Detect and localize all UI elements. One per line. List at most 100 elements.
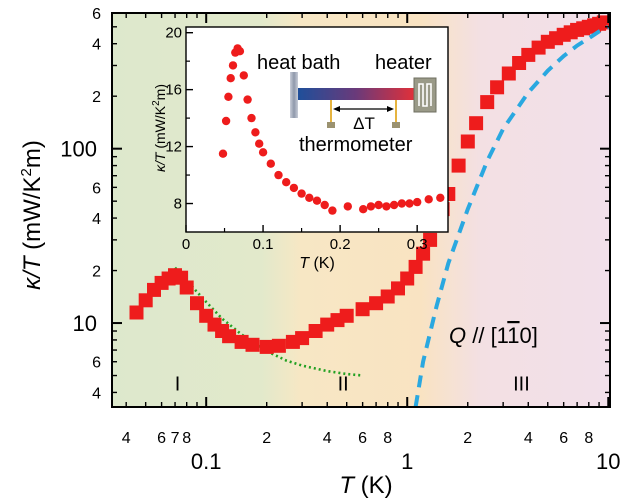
inset-x-tick-label: 0.2 — [330, 236, 351, 253]
data-point — [490, 80, 505, 95]
inset-y-tick-label: 16 — [165, 82, 182, 99]
y-minor-tick-label: 2 — [92, 89, 101, 106]
inset-x-tick-label: 0.1 — [253, 236, 274, 253]
data-point — [234, 334, 249, 349]
main-axis-ticks — [112, 12, 610, 407]
data-point — [259, 339, 274, 354]
heater-coil-icon — [418, 83, 432, 107]
data-point — [469, 116, 484, 131]
inset-data-point — [389, 200, 399, 210]
data-point — [408, 259, 423, 274]
inset-data-point — [405, 199, 414, 208]
x-minor-tick-label: 6 — [358, 430, 367, 447]
inset-data-point — [218, 149, 228, 158]
inset-data-point — [247, 113, 256, 123]
delta-t-arrowhead-right — [387, 106, 394, 112]
inset-axis-ticks — [185, 31, 418, 232]
main-x-axis-label: T (K) — [339, 472, 392, 499]
sample-bar — [298, 88, 414, 100]
data-point — [451, 158, 466, 173]
region-label-2: II — [338, 374, 349, 396]
fit-curve-high-t — [413, 25, 610, 407]
inset-data-point — [397, 199, 406, 208]
data-point — [308, 324, 323, 338]
x-minor-tick-label: 8 — [182, 430, 191, 447]
x-minor-tick-label: 2 — [262, 430, 271, 447]
y-minor-tick-label: 6 — [92, 180, 101, 197]
x-major-tick-label: 1 — [401, 449, 413, 474]
y-minor-tick-label: 4 — [92, 211, 101, 228]
inset-data-point — [221, 116, 231, 126]
data-point — [222, 329, 237, 344]
x-minor-tick-label: 8 — [584, 430, 593, 447]
fit-curve-low-t — [174, 266, 363, 377]
delta-t-arrowhead-left — [333, 106, 340, 112]
heat-bath-icon — [290, 72, 298, 118]
x-major-tick-label: 0.1 — [191, 449, 222, 474]
region-label-3: III — [513, 374, 530, 396]
inset-x-axis-label: T (K) — [299, 255, 335, 272]
inset-data-point — [413, 197, 422, 207]
inset-data-point — [374, 200, 383, 210]
inset-x-tick-label: 0.3 — [407, 236, 428, 253]
y-minor-tick-label: 2 — [92, 264, 101, 281]
inset-data-point — [297, 189, 306, 198]
inset-data-point — [228, 61, 238, 70]
data-point — [295, 331, 310, 346]
y-major-tick-label: 100 — [60, 137, 97, 162]
inset-plot-marks — [218, 44, 445, 215]
heat-bath-label: heat bath — [257, 52, 340, 74]
inset-y-tick-label: 20 — [165, 25, 182, 42]
inset-data-point — [243, 95, 252, 104]
inset-data-point — [282, 178, 291, 187]
delta-t-label: ΔT — [353, 114, 375, 133]
inset-data-point — [226, 74, 235, 83]
data-point — [179, 280, 194, 295]
data-point — [369, 296, 384, 311]
main-y-axis-label: κ/T (mW/K2m) — [18, 140, 46, 290]
inset-data-point — [255, 139, 264, 148]
thermometer-pad-left — [327, 122, 335, 128]
data-point — [271, 338, 286, 353]
x-major-tick-label: 10 — [596, 449, 620, 474]
inset-schematic: heat bath heater ΔT thermometer — [257, 52, 437, 156]
region-label-1: I — [175, 374, 181, 396]
x-minor-tick-label: 6 — [559, 430, 568, 447]
inset-data-point — [312, 196, 322, 205]
inset-data-point — [289, 183, 299, 193]
data-point — [339, 308, 354, 323]
inset-data-point — [343, 202, 352, 211]
x-minor-tick-label: 4 — [524, 430, 533, 447]
y-major-tick-label: 10 — [73, 311, 97, 336]
inset-data-point — [424, 195, 433, 204]
data-point — [423, 232, 438, 247]
x-minor-tick-label: 4 — [323, 430, 332, 447]
y-minor-tick-label: 6 — [92, 6, 101, 23]
data-point — [400, 271, 415, 286]
data-point — [460, 134, 475, 149]
inset-data-point — [239, 71, 248, 80]
data-point — [190, 296, 204, 311]
main-plot-frame — [111, 12, 611, 408]
inset-data-point — [274, 170, 283, 180]
heater-icon — [413, 77, 437, 113]
inset-frame — [185, 26, 449, 233]
inset-data-point — [266, 159, 275, 168]
x-minor-tick-label: 4 — [122, 430, 131, 447]
data-point — [355, 302, 370, 317]
inset-data-point — [436, 193, 445, 202]
main-annotation: Q // [110] — [449, 323, 538, 348]
y-minor-tick-label: 4 — [92, 37, 101, 54]
y-minor-tick-label: 6 — [92, 355, 101, 372]
x-minor-tick-label: 2 — [463, 430, 472, 447]
inset-data-point — [305, 193, 314, 202]
inset-data-point — [251, 128, 260, 137]
y-minor-tick-label: 4 — [92, 385, 101, 402]
inset-data-point — [224, 92, 233, 102]
inset-data-point — [258, 148, 268, 157]
data-point — [480, 95, 495, 110]
inset-data-point — [366, 202, 376, 211]
inset-y-tick-label: 8 — [174, 196, 182, 213]
